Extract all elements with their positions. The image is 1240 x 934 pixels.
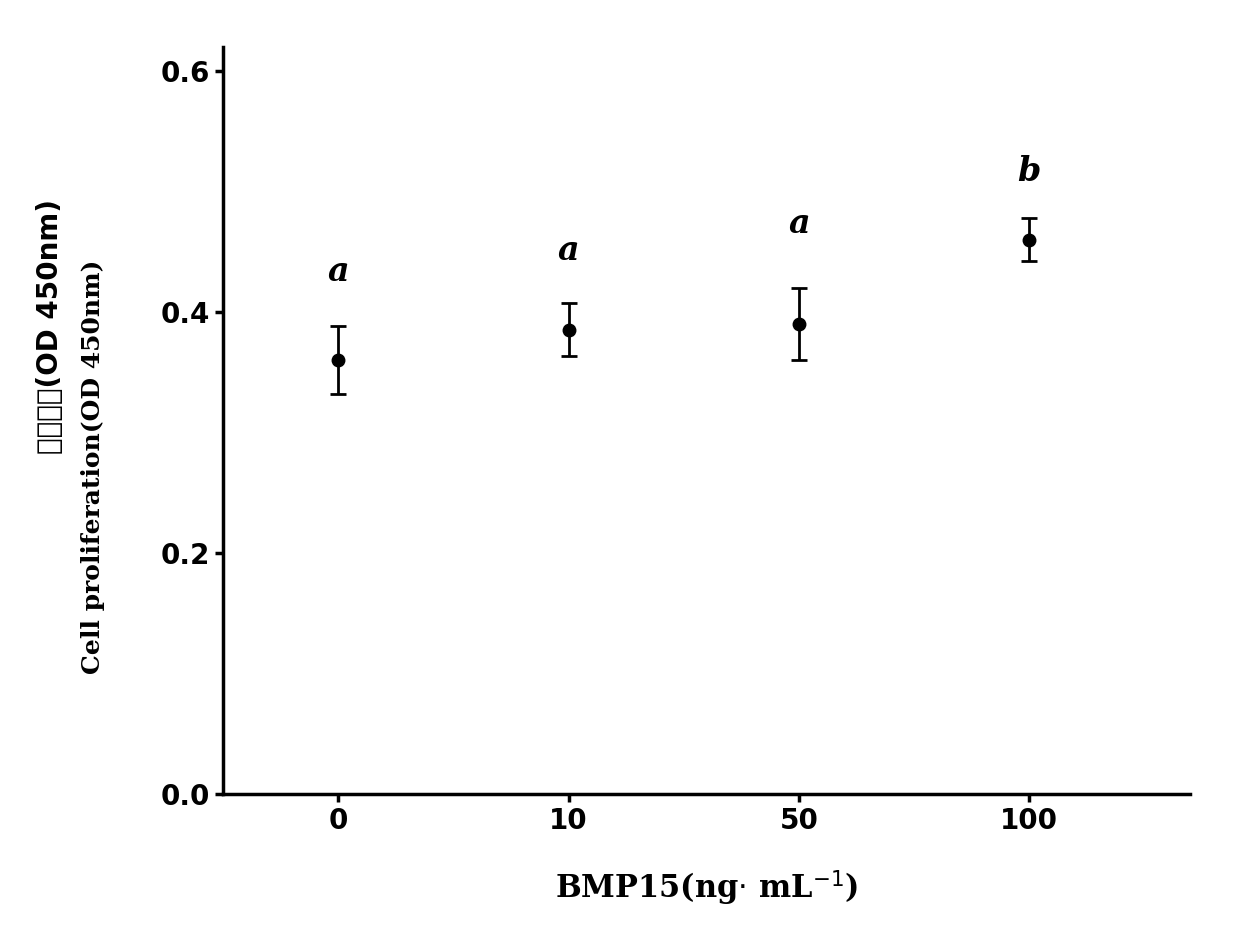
Text: a: a xyxy=(558,234,579,267)
Text: a: a xyxy=(327,255,350,288)
Text: Cell proliferation(OD 450nm): Cell proliferation(OD 450nm) xyxy=(81,260,105,674)
Text: a: a xyxy=(789,206,810,239)
Text: BMP15(ng$\cdot$ mL$^{-1}$): BMP15(ng$\cdot$ mL$^{-1}$) xyxy=(556,869,858,908)
Text: 细胞增殖(OD 450nm): 细胞增殖(OD 450nm) xyxy=(36,199,63,455)
Text: b: b xyxy=(1018,155,1040,188)
